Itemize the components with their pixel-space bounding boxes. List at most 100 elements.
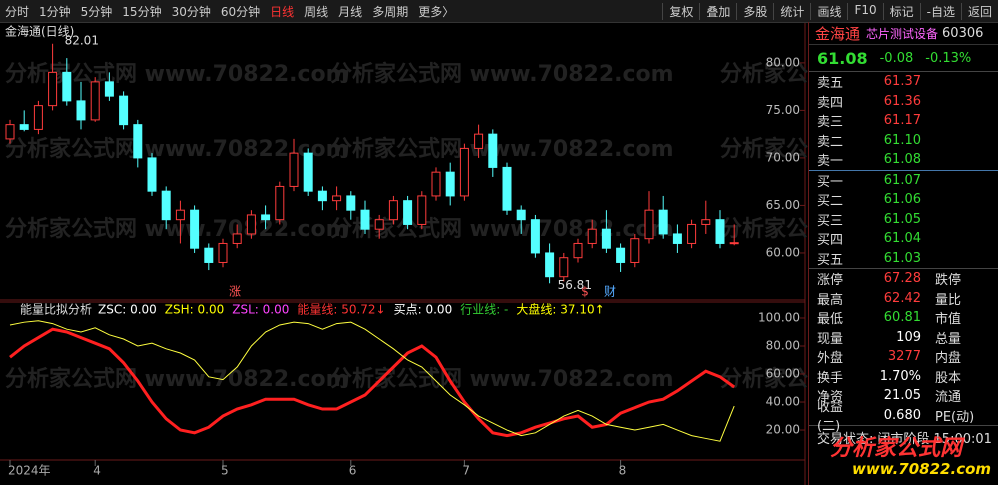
book-label: 买四 [817,233,844,249]
book-label: 卖三 [817,115,844,131]
tool-button[interactable]: 统计 [773,2,810,20]
tool-button[interactable]: 叠加 [699,2,736,20]
stat-label: 现量 [817,331,844,347]
stat-label: 量比 [935,292,962,308]
candle-body [303,152,313,192]
candle-body [715,219,725,244]
book-price: 61.06 [883,192,921,208]
candle-body [332,195,342,202]
change: -0.08 [879,50,914,66]
tool-button[interactable]: F10 [847,2,882,20]
indicator-value: 买点: 0.00 [394,303,453,317]
stat-label: 最高 [817,292,844,308]
book-price: 61.17 [883,113,921,129]
stock-name: 金海通 [815,24,861,43]
tool-button[interactable]: 标记 [882,2,920,20]
book-price: 61.10 [883,132,921,148]
candle-body [161,190,171,221]
period-tab[interactable]: 60分钟 [220,4,261,19]
period-tab[interactable]: 1分钟 [39,4,71,19]
book-price: 61.07 [883,172,921,188]
candle-body [630,238,640,263]
y-tick-label: 100.00 [758,310,800,324]
candle-body [687,223,697,244]
y-tick-label: 65.00 [766,198,800,212]
x-tick-label: 7 [462,464,470,478]
period-tab[interactable]: 分时 [5,4,30,19]
book-label: 卖一 [817,154,844,170]
toolbar: 分时 1分钟 5分钟 15分钟 30分钟 60分钟 日线 周线 月线 多周期 更多〉 复权 叠加 多股 统计… [0,0,998,23]
candle-body [587,228,597,244]
high-label: 82.01 [65,33,99,47]
period-tab[interactable]: 更多〉 [418,4,455,19]
candle-body [360,209,370,230]
stat-value: 0.680 [883,407,921,423]
logo: 分析家公式网 www.70822.com [790,420,998,485]
candle-body [232,233,242,244]
stat-row: 外盘 3277 内盘 [809,347,998,367]
candle-body [76,100,86,121]
period-tab[interactable]: 多周期 [372,4,409,19]
book-price: 61.03 [883,250,921,266]
candle-body [133,124,143,159]
candle-body [289,152,299,187]
tool-button[interactable]: 复权 [662,2,699,20]
indicator-value: ZSH: 0.00 [165,303,224,317]
tool-button[interactable]: -自选 [919,2,961,20]
candle-body [261,214,271,221]
candle-body [701,219,711,225]
candle-body [5,124,15,140]
stat-label: 市值 [935,312,962,328]
stat-row: 净资 21.05 流通 [809,386,998,406]
period-tab[interactable]: 30分钟 [171,4,211,19]
indicator-value: 能量线: 50.72↓ [297,303,385,317]
x-tick-label: 8 [619,464,627,478]
event-marker: $ [581,285,589,299]
candle-body [616,247,626,263]
watermark: 分析家公式网 www.70822.com [330,61,674,87]
book-row: 买四 61.04 [809,229,998,249]
y-tick-label: 40.00 [766,395,800,409]
candle-body [516,209,526,221]
x-tick-label: 2024年 [8,464,51,478]
period-tab[interactable]: 周线 [304,4,329,19]
candle-body [19,124,29,130]
candle-body [601,228,611,249]
candle-body [190,209,200,249]
period-tab[interactable]: 月线 [338,4,363,19]
book-row: 卖一 61.08 [809,150,998,170]
stat-label: 外盘 [817,351,844,367]
candle-body [672,233,682,244]
tool-button[interactable]: 多股 [736,2,773,20]
book-label: 买二 [817,194,844,210]
y-tick-label: 80.00 [766,55,800,69]
indicator-value: 行业线: - [460,303,508,317]
candle-body [658,209,668,235]
book-row: 买二 61.06 [809,190,998,210]
book-price: 61.04 [883,231,921,247]
candle-body [502,166,512,211]
x-tick-label: 4 [93,464,101,478]
period-tab[interactable]: 日线 [270,4,295,19]
stat-label: 最低 [817,312,844,328]
y-tick-label: 80.00 [766,338,800,352]
book-price: 61.08 [883,152,921,168]
tool-button[interactable]: 返回 [960,2,998,20]
book-row: 买三 61.05 [809,210,998,230]
change-pct: -0.13% [925,50,972,66]
tool-button[interactable]: 画线 [810,2,847,20]
candle-body [90,81,100,121]
candle-body [644,209,654,240]
candle-body [33,105,43,130]
period-tab[interactable]: 15分钟 [122,4,162,19]
indicator-line [9,327,736,438]
candle-body [729,242,739,245]
indicator-value: 大盘线: 37.10↑ [516,302,604,317]
candle-body [62,71,72,102]
indicator-line [9,320,735,442]
period-tab[interactable]: 5分钟 [80,4,113,19]
y-tick-label: 75.00 [766,103,800,117]
book-label: 买三 [817,213,844,229]
status-label: 交易状态: [817,431,874,447]
